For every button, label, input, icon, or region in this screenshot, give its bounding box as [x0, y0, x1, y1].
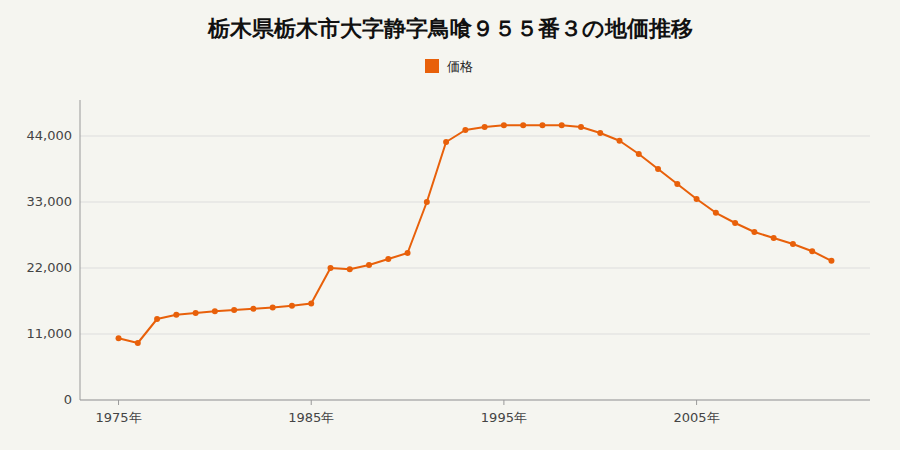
point	[617, 138, 623, 144]
point	[694, 196, 700, 202]
point	[289, 303, 295, 309]
x-tick-label: 1995年	[481, 410, 527, 425]
point	[462, 127, 468, 133]
point	[501, 122, 507, 128]
point	[443, 139, 449, 145]
point	[655, 166, 661, 172]
point	[231, 307, 237, 313]
grid-line	[80, 136, 870, 137]
point	[751, 229, 757, 235]
x-tick-label: 1975年	[95, 410, 141, 425]
x-tick	[311, 400, 312, 405]
point	[154, 316, 160, 322]
point	[636, 151, 642, 157]
background	[0, 0, 900, 450]
point	[559, 122, 565, 128]
point	[424, 199, 430, 205]
grid-line	[80, 400, 870, 401]
grid-line	[80, 334, 870, 335]
chart: 栃木県栃木市大字静字鳥喰９５５番３の地価推移 0 11,000 22,000 33,00…	[0, 0, 900, 450]
point	[212, 308, 218, 314]
y-axis	[80, 100, 81, 400]
point	[539, 122, 545, 128]
point	[597, 130, 603, 136]
x-tick-label: 2005年	[674, 410, 720, 425]
y-tick-label: 11,000	[27, 326, 73, 341]
point	[366, 262, 372, 268]
x-axis	[80, 400, 870, 401]
point	[116, 335, 122, 341]
point	[405, 250, 411, 256]
x-tick	[696, 400, 697, 405]
title: 栃木県栃木市大字静字鳥喰９５５番３の地価推移	[207, 16, 693, 41]
point	[270, 305, 276, 311]
point	[193, 310, 199, 316]
point	[250, 306, 256, 312]
point	[520, 122, 526, 128]
legend-swatch	[425, 59, 439, 73]
point	[308, 300, 314, 306]
y-tick-label: 33,000	[27, 194, 73, 209]
point	[135, 340, 141, 346]
legend-label: 価格	[447, 59, 473, 74]
x-tick-label: 1985年	[288, 410, 334, 425]
y-tick-label: 44,000	[27, 128, 73, 143]
point	[327, 265, 333, 271]
grid-line	[80, 202, 870, 203]
point	[732, 220, 738, 226]
y-tick-label: 0	[64, 392, 72, 407]
point	[173, 312, 179, 318]
grid-line	[80, 268, 870, 269]
point	[385, 256, 391, 262]
y-tick-label: 22,000	[27, 260, 73, 275]
plot-area	[116, 122, 835, 346]
point	[674, 181, 680, 187]
point	[713, 210, 719, 216]
x-tick	[118, 400, 119, 405]
point	[771, 235, 777, 241]
point	[578, 124, 584, 130]
point	[347, 266, 353, 272]
x-tick	[503, 400, 504, 405]
point	[482, 124, 488, 130]
point	[809, 248, 815, 254]
legend: 価格	[425, 59, 473, 74]
point	[828, 258, 834, 264]
line	[119, 125, 832, 343]
point	[790, 241, 796, 247]
